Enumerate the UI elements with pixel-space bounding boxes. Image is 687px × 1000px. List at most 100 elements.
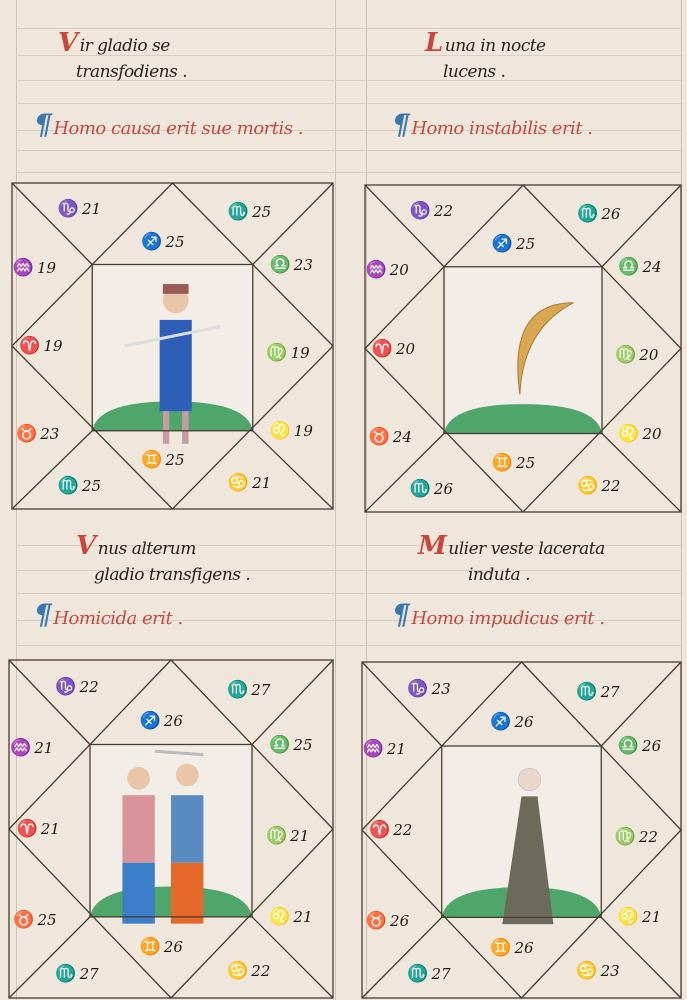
zodiac-sign-icon: ♑ [57,199,79,220]
subtitle-1: ¶ Homo causa erit sue mortis . [34,108,303,141]
zodiac-sign-icon: ♑ [407,678,429,699]
degree: 20 [642,424,662,443]
zodiac-sign-icon: ♋ [227,472,250,493]
diamond [361,661,682,999]
ruling-line [16,28,681,29]
degree: 20 [639,346,659,365]
zodiac-sign-icon: ♍ [265,825,288,846]
degree: 25 [516,234,536,253]
horoscope-chart-4: ♑ 23 ♐ 26 ♏ 27 ♎ 26 ♍ 22 ♌ 21 ♋ 23 ♊ 26 ♏ 27 ♉ 26 ♈ 22 ♒ 21 [361,661,682,999]
zodiac-sign-icon: ♈ [19,336,41,356]
zodiac-sign-icon: ♌ [269,420,291,441]
initial: M [418,531,447,561]
title-line: una in nocte [444,36,546,56]
house-12-label: ♒ 21 [363,739,406,759]
house-2-label: ♐ 26 [140,711,183,731]
house-11-label: ♈ 21 [17,819,60,839]
zodiac-sign-icon: ♒ [365,260,387,281]
zodiac-sign-icon: ♉ [16,424,38,445]
house-12-label: ♒ 19 [13,258,56,278]
degree: 23 [293,255,313,274]
diagonal [601,184,682,268]
crescent-moon-illustration [517,302,574,395]
house-4-label: ♎ 23 [270,255,313,275]
chart-frame [364,184,682,513]
house-7-label: ♋ 23 [576,961,619,981]
degree: 22 [601,476,621,495]
degree: 19 [293,421,313,440]
degree: 22 [638,827,658,846]
pilcrow-icon: ¶ [392,598,410,631]
house-9-label: ♏ 25 [58,476,101,496]
degree: 25 [37,911,57,930]
zodiac-sign-icon: ♋ [227,960,249,981]
green-hill [444,404,602,434]
degree: 19 [37,258,57,277]
degree: 26 [163,711,183,730]
degree: 26 [163,938,183,957]
house-1-label: ♑ 23 [407,679,450,699]
zodiac-sign-icon: ♋ [576,961,598,982]
house-10-label: ♉ 25 [13,910,56,930]
zodiac-sign-icon: ♊ [491,452,514,473]
zodiac-sign-icon: ♊ [490,937,512,958]
degree: 22 [79,678,99,697]
title-line: transfodiens . [76,62,188,82]
house-4-label: ♎ 25 [269,735,312,755]
man-with-sword-illustration [124,284,221,444]
ruling-line [16,620,681,621]
horoscope-chart-3: ♑ 22 ♐ 26 ♏ 27 ♎ 25 ♍ 21 ♌ 21 ♋ 22 ♊ 26 ♏ 27 ♉ 25 ♈ 21 ♒ 21 [8,659,334,999]
degree: 25 [516,453,536,472]
ruling-line [16,172,681,173]
degree: 21 [386,740,406,759]
diagonal [364,433,445,513]
green-hill [92,401,253,431]
degree: 27 [251,681,271,700]
degree: 26 [514,713,534,732]
zodiac-sign-icon: ♏ [576,682,598,703]
degree: 22 [251,961,271,980]
zodiac-sign-icon: ♒ [10,737,32,758]
house-2-label: ♐ 25 [141,232,184,252]
subtitle-4: ¶ Homo impudicus erit . [392,598,605,631]
degree: 22 [433,202,453,221]
degree: 27 [431,965,451,984]
initial: V [58,28,78,58]
initial: H [411,118,427,139]
diagonal [11,430,93,510]
degree: 21 [81,200,102,219]
house-11-label: ♈ 22 [369,820,412,840]
zodiac-sign-icon: ♑ [55,677,77,698]
ruling-line [16,130,681,131]
zodiac-sign-icon: ♒ [12,257,35,278]
house-1-label: ♑ 22 [55,677,98,697]
house-8-label: ♊ 26 [140,937,183,957]
house-7-label: ♋ 22 [227,961,270,981]
degree: 26 [390,911,410,930]
house-3-label: ♏ 26 [577,204,620,224]
title-line: induta . [468,565,530,585]
initial: H [53,118,69,139]
margin-rule [366,0,367,1000]
margin-rule [335,0,336,1000]
house-6-label: ♌ 19 [270,421,313,441]
house-2-label: ♐ 25 [492,234,535,254]
zodiac-sign-icon: ♐ [141,231,163,252]
two-men-fighting-illustration [122,749,204,924]
zodiac-sign-icon: ♎ [269,734,291,755]
zodiac-sign-icon: ♉ [365,910,388,931]
initial: V [76,531,96,561]
zodiac-sign-icon: ♐ [491,233,514,254]
chart-frame [11,182,334,510]
house-5-label: ♍ 22 [615,827,658,847]
degree: 20 [395,339,416,358]
diagonal [361,916,443,999]
subtitle-text: omo causa erit sue mortis . [68,118,304,139]
ruling-line [16,545,681,546]
degree: 25 [293,735,313,754]
house-4-label: ♎ 24 [618,257,661,277]
degree: 21 [252,473,272,492]
degree: 26 [642,737,662,755]
inner-square [89,743,253,918]
